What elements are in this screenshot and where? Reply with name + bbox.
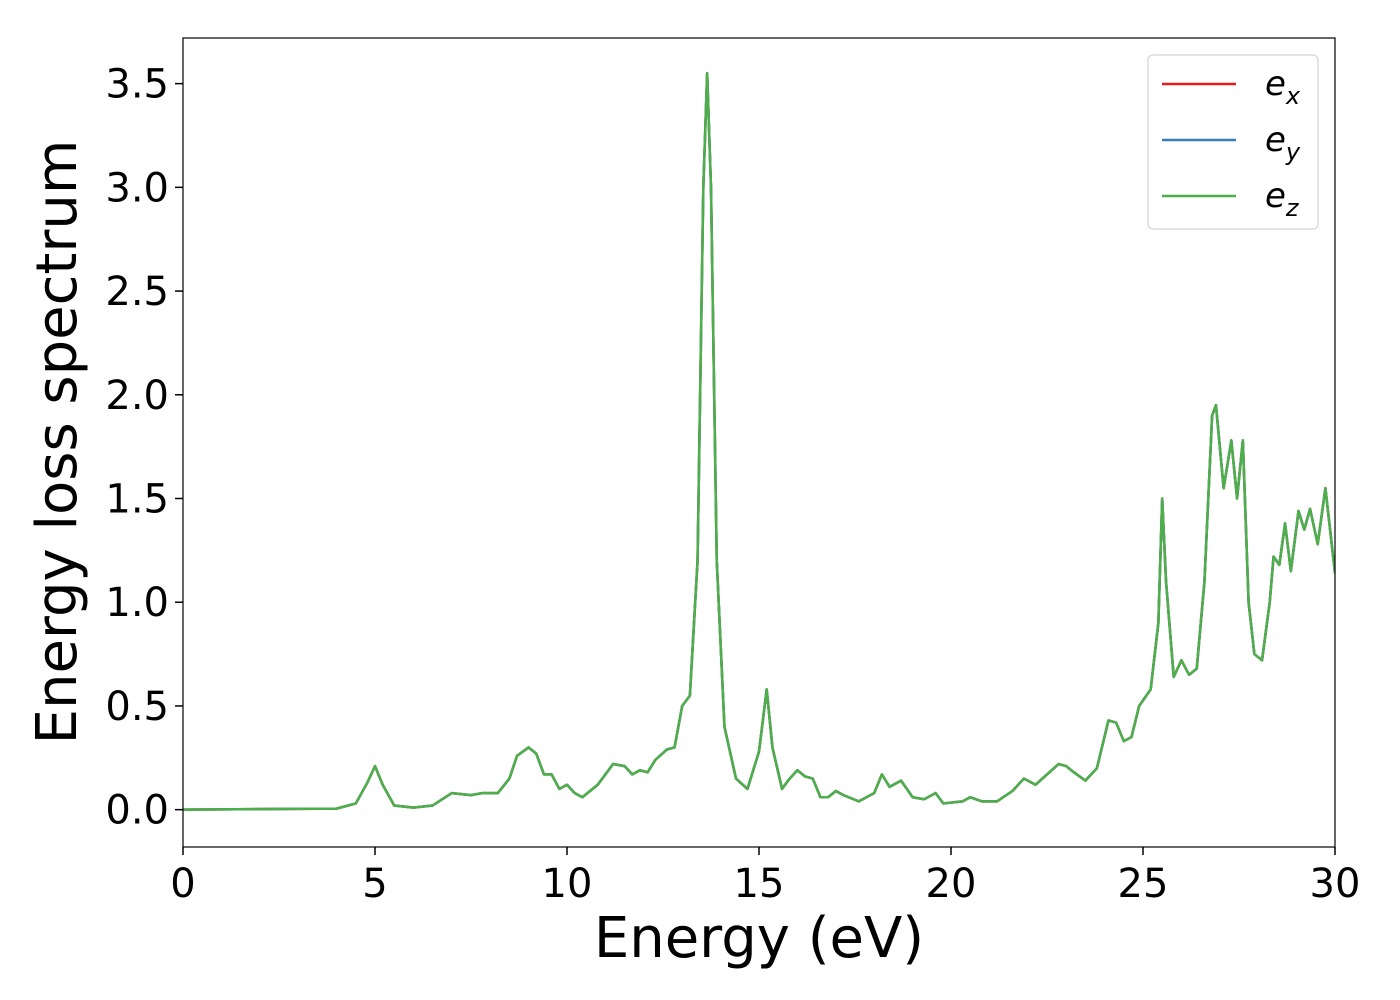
plot-frame [182, 37, 1336, 848]
y-tick-label: 0.5 [105, 684, 169, 730]
y-tick-label: 3.0 [105, 165, 169, 211]
x-tick-label: 0 [170, 861, 195, 907]
y-tick-label: 2.0 [105, 373, 169, 419]
y-tick-label: 2.5 [105, 269, 169, 315]
y-axis-label: Energy loss spectrum [25, 140, 90, 745]
x-axis-label: Energy (eV) [594, 906, 924, 971]
x-tick-label: 5 [362, 861, 387, 907]
legend-box [1147, 54, 1319, 230]
x-tick-label: 15 [734, 861, 785, 907]
legend-label: ez [1265, 176, 1300, 222]
x-tick-label: 30 [1310, 861, 1361, 907]
x-tick-label: 20 [926, 861, 977, 907]
legend-label: ey [1265, 120, 1301, 166]
x-tick-label: 10 [542, 861, 593, 907]
y-tick-label: 0.0 [105, 788, 169, 834]
legend-label: ex [1265, 64, 1301, 110]
y-tick-label: 1.5 [105, 477, 169, 523]
y-tick-label: 1.0 [105, 580, 169, 626]
x-tick-label: 25 [1118, 861, 1169, 907]
y-tick-label: 3.5 [105, 62, 169, 108]
series-line [183, 72, 1335, 811]
